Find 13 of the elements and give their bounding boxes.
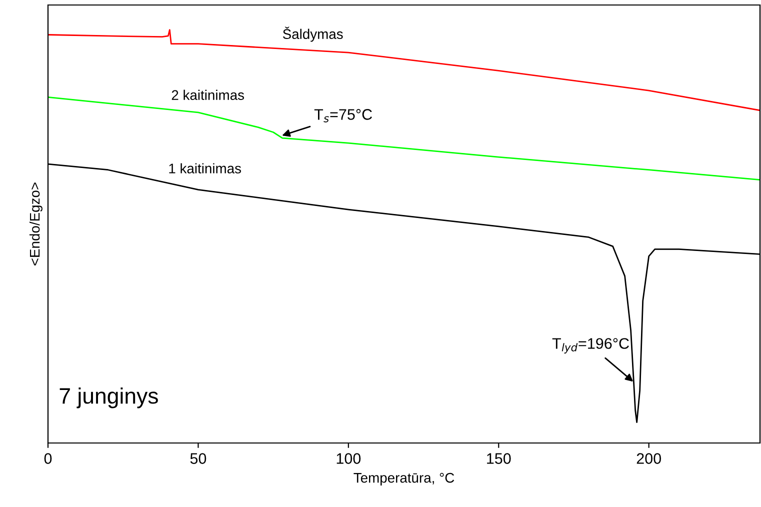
x-tick-label: 100 bbox=[336, 453, 361, 464]
x-axis-title: Temperatūra, °C bbox=[354, 472, 454, 486]
x-tick-label: 0 bbox=[44, 453, 52, 464]
x-tick-label: 50 bbox=[190, 453, 206, 464]
annotation: T$_{lyd}$=196°C bbox=[552, 338, 629, 354]
y-axis-title: <Endo/Egzo> bbox=[29, 182, 42, 266]
series-label: 1 kaitinimas bbox=[169, 163, 241, 174]
annotation: T$_{s}$=75°C bbox=[314, 109, 372, 122]
series-label: 2 kaitinimas bbox=[172, 90, 244, 100]
x-tick-label: 150 bbox=[487, 453, 511, 464]
series-label: Šaldymas bbox=[282, 26, 343, 42]
annotation: 7 junginys bbox=[60, 387, 158, 408]
x-tick-label: 200 bbox=[636, 453, 661, 464]
